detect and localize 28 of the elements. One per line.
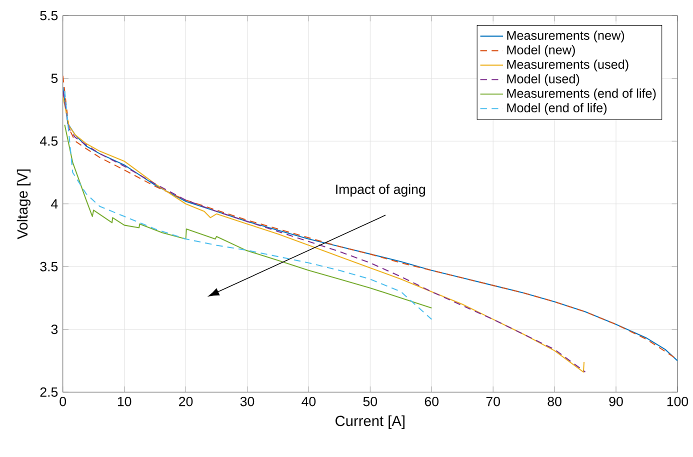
- y-tick-label: 2.5: [40, 387, 58, 397]
- annotation: Impact of aging: [336, 184, 426, 197]
- x-tick-label: 30: [240, 396, 254, 406]
- legend-label: Measurements (end of life): [507, 88, 656, 100]
- legend-label: Measurements (new): [507, 30, 624, 42]
- x-tick-label: 90: [609, 396, 623, 406]
- y-tick-label: 3: [51, 324, 58, 334]
- y-tick-label: 4: [51, 199, 58, 208]
- x-tick-label: 0: [60, 396, 66, 406]
- legend-label: Measurements (used): [507, 60, 628, 72]
- y-tick-label: 5.5: [40, 11, 58, 20]
- x-tick-label: 100: [667, 396, 688, 406]
- y-tick-label: 5: [51, 74, 58, 84]
- legend-label: Model (end of life): [507, 103, 607, 115]
- y-axis-title: Voltage [V]: [16, 170, 31, 240]
- x-tick-label: 70: [486, 396, 500, 406]
- y-tick-label: 3.5: [40, 262, 58, 272]
- x-axis-title: Current [A]: [336, 415, 404, 430]
- x-tick-label: 60: [424, 396, 439, 406]
- legend-label: Model (used): [507, 74, 580, 86]
- line-series: [64, 90, 432, 320]
- y-tick-label: 4.5: [40, 136, 58, 146]
- legend-label: Model (new): [507, 45, 575, 57]
- x-tick-label: 50: [363, 396, 378, 406]
- x-tick-label: 10: [118, 396, 132, 406]
- x-tick-label: 20: [179, 396, 193, 406]
- x-tick-label: 40: [302, 396, 316, 406]
- x-tick-label: 80: [548, 396, 562, 406]
